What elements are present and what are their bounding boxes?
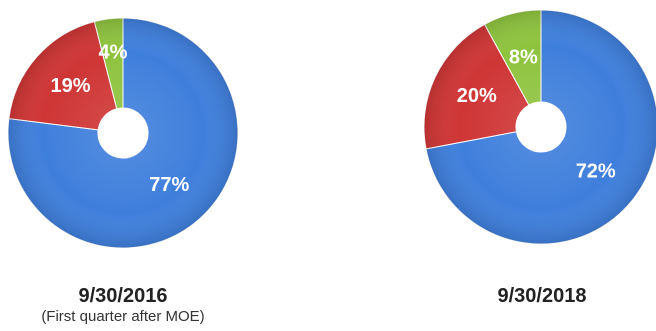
slice-label-2016-3: 4%: [98, 41, 127, 63]
slice-label-2018-3: 8%: [509, 47, 538, 69]
donut-chart-2018: 72% 20% 8%: [423, 9, 656, 245]
chart-caption-2018: 9/30/2018: [422, 284, 656, 308]
slice-label-2018-2: 20%: [457, 85, 497, 107]
slice-label-2018-1: 72%: [576, 161, 616, 183]
chart-subtitle-2016: (First quarter after MOE): [41, 308, 205, 325]
donut-chart-2016: 77% 19% 4%: [7, 17, 239, 249]
donut-hole-2018: [516, 102, 566, 152]
chart-title-2016: 9/30/2016: [78, 285, 168, 307]
donut-hole-2016: [98, 108, 148, 158]
chart-caption-2016: 9/30/2016 (First quarter after MOE): [3, 284, 243, 326]
slice-label-2016-2: 19%: [50, 75, 90, 97]
chart-title-2018: 9/30/2018: [497, 285, 587, 307]
slice-label-2016-1: 77%: [149, 174, 189, 196]
